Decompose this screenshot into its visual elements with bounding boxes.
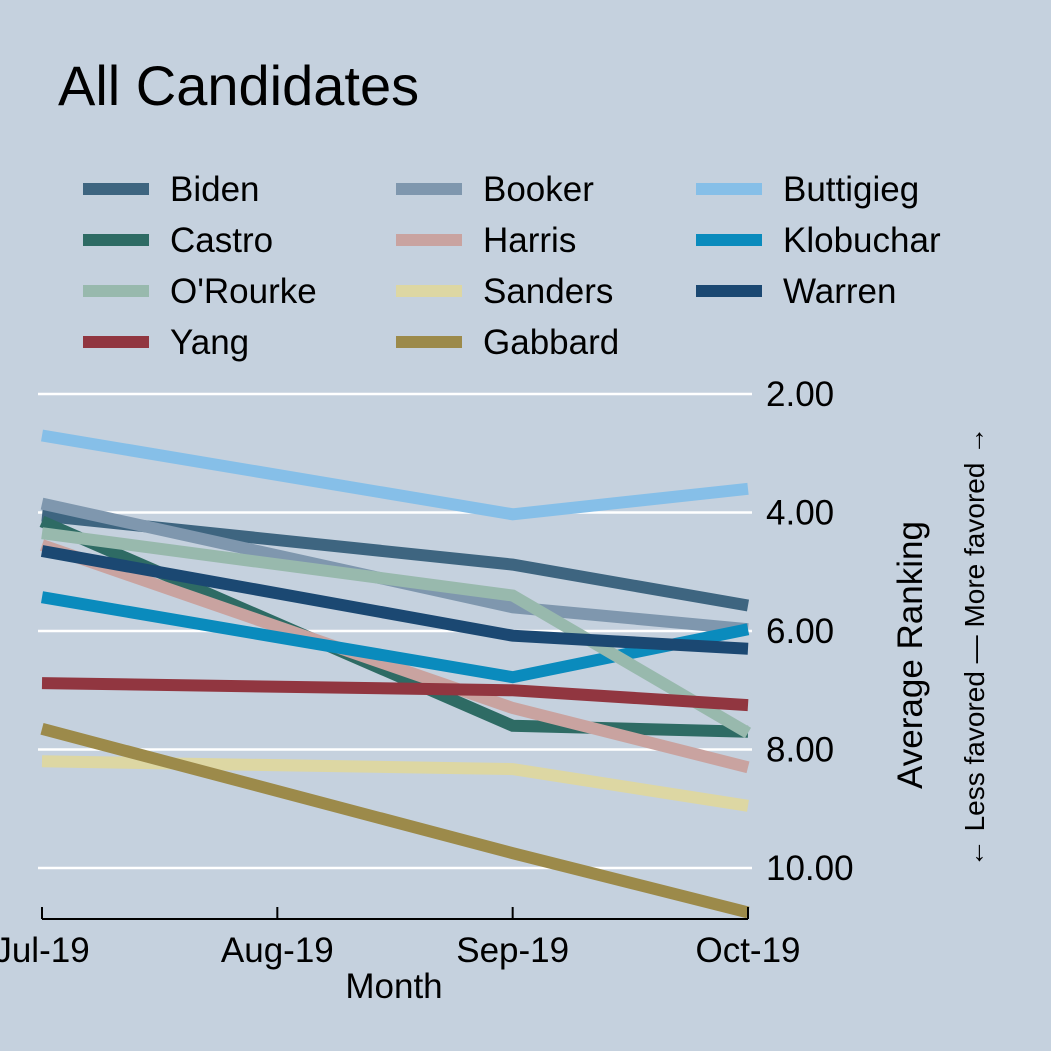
legend-item-warren: Warren: [696, 272, 896, 311]
x-tick-label-oct-19: Oct-19: [695, 931, 800, 970]
x-axis: Jul-19 Aug-19 Sep-19 Oct-19: [0, 907, 801, 970]
series-line-buttigieg: [41, 429, 749, 521]
series-line-sanders: [41, 755, 749, 812]
legend-label-warren: Warren: [783, 272, 896, 311]
legend-item-sanders: Sanders: [396, 272, 613, 311]
legend-label-sanders: Sanders: [483, 272, 613, 311]
series-line-harris: [40, 539, 750, 774]
x-tick-label-jul-19: Jul-19: [0, 931, 90, 970]
x-tick-label-sep-19: Sep-19: [456, 931, 569, 970]
y-tick-label-2-00: 2.00: [766, 375, 834, 414]
y-tick-label-8-00: 8.00: [766, 731, 834, 770]
y-tick-label-10-00: 10.00: [766, 849, 854, 888]
x-tick-label-aug-19: Aug-19: [221, 931, 334, 970]
legend-item-buttigieg: Buttigieg: [696, 170, 919, 209]
legend-item-gabbard: Gabbard: [396, 323, 619, 362]
legend-item-castro: Castro: [83, 221, 273, 260]
y-tick-label-4-00: 4.00: [766, 494, 834, 533]
y-axis-title: Average Ranking: [891, 521, 930, 789]
legend-label-o-rourke: O'Rourke: [170, 272, 317, 311]
chart-title: All Candidates: [58, 54, 419, 117]
series-line-biden: [41, 509, 750, 612]
legend-label-booker: Booker: [483, 170, 594, 209]
legend-label-biden: Biden: [170, 170, 260, 209]
x-axis-title: Month: [345, 967, 442, 1006]
legend-item-yang: Yang: [83, 323, 249, 362]
y-axis-ticks: 2.00 4.00 6.00 8.00 10.00: [766, 375, 854, 888]
series-lines: [39, 429, 752, 919]
legend-label-harris: Harris: [483, 221, 576, 260]
series-line-o-rourke: [41, 527, 752, 739]
legend-label-buttigieg: Buttigieg: [783, 170, 919, 209]
legend-label-castro: Castro: [170, 221, 273, 260]
legend-item-booker: Booker: [396, 170, 594, 209]
legend-item-o-rourke: O'Rourke: [83, 272, 317, 311]
series-line-gabbard: [40, 722, 750, 919]
legend-item-harris: Harris: [396, 221, 576, 260]
y-direction-note: ← Less favored — More favored →: [959, 427, 990, 867]
series-line-castro: [39, 515, 749, 738]
legend-item-biden: Biden: [83, 170, 260, 209]
series-line-warren: [40, 545, 749, 655]
series-line-booker: [40, 497, 749, 636]
series-line-yang: [41, 677, 749, 712]
gridlines: [38, 392, 752, 870]
legend-item-klobuchar: Klobuchar: [696, 221, 941, 260]
legend-label-yang: Yang: [170, 323, 249, 362]
legend-label-klobuchar: Klobuchar: [783, 221, 941, 260]
legend-label-gabbard: Gabbard: [483, 323, 619, 362]
legend: Biden Booker Buttigieg Castro Harris Klobucha…: [83, 170, 941, 362]
y-tick-label-6-00: 6.00: [766, 612, 834, 651]
